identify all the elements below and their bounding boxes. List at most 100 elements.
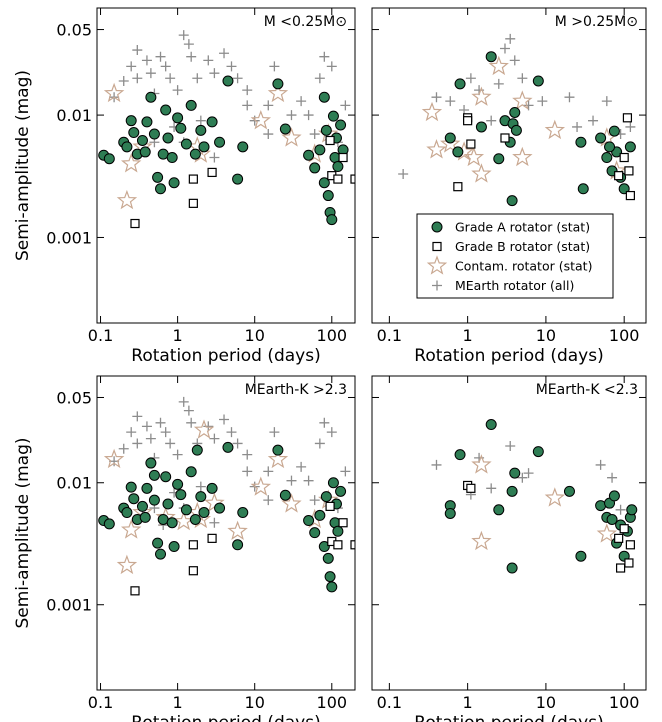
point-mearth xyxy=(203,421,214,432)
plot-frame xyxy=(96,7,356,324)
point-mearth xyxy=(242,85,253,96)
point-grade-b xyxy=(188,174,198,184)
x-tick-label: 100 xyxy=(317,693,348,712)
point-mearth xyxy=(572,121,583,132)
point-grade-b xyxy=(624,558,634,568)
point-mearth xyxy=(595,459,606,470)
point-grade-a xyxy=(145,457,157,469)
point-mearth xyxy=(118,443,129,454)
y-axis-label: Semi-amplitude (mag) xyxy=(13,70,33,261)
point-grade-b xyxy=(466,139,476,149)
point-grade-a xyxy=(175,122,187,134)
panel-annotation: M <0.25M⊙ xyxy=(264,14,347,30)
x-tick-label: 100 xyxy=(317,326,348,345)
point-grade-a xyxy=(563,485,575,497)
plot-frame xyxy=(96,375,356,691)
x-tick-label: 0.1 xyxy=(88,693,113,712)
point-grade-a xyxy=(139,146,151,158)
point-contam xyxy=(596,523,618,543)
point-mearth xyxy=(296,461,307,472)
point-grade-a xyxy=(279,489,291,501)
point-mearth xyxy=(445,96,456,107)
point-grade-a xyxy=(335,119,347,131)
panel: 0.1 1 10 100 Rotation period (days) MEarth-K … xyxy=(371,375,647,722)
point-contam xyxy=(471,530,492,551)
y-tick-label: 0.001 xyxy=(46,596,92,615)
point-grade-a xyxy=(195,124,207,136)
point-grade-a xyxy=(326,581,338,593)
point-grade-b xyxy=(466,483,476,493)
point-grade-b xyxy=(350,174,355,184)
point-contam xyxy=(173,510,194,531)
point-mearth xyxy=(155,51,166,62)
point-grade-a xyxy=(172,112,184,124)
point-contam xyxy=(281,493,302,513)
point-grade-a xyxy=(232,539,244,551)
point-mearth xyxy=(523,100,534,111)
point-mearth xyxy=(465,73,476,84)
legend-label: MEarth rotator (all) xyxy=(455,278,574,293)
point-mearth xyxy=(319,417,330,428)
point-grade-a xyxy=(452,146,464,158)
point-grade-a xyxy=(303,515,315,527)
x-tick-label: 100 xyxy=(609,326,640,345)
point-grade-a xyxy=(125,481,137,493)
point-contam xyxy=(471,163,492,183)
point-grade-a xyxy=(595,132,607,144)
point-grade-a xyxy=(322,190,334,202)
point-grade-b xyxy=(188,198,198,208)
point-contam xyxy=(227,520,248,540)
point-grade-a xyxy=(198,507,210,519)
point-grade-a xyxy=(575,136,587,148)
point-grade-a xyxy=(103,153,115,165)
point-mearth xyxy=(615,504,626,515)
point-grade-a xyxy=(121,507,133,519)
point-grade-a xyxy=(189,513,201,525)
point-grade-a xyxy=(314,144,326,156)
point-grade-a xyxy=(322,552,334,564)
point-mearth xyxy=(269,427,280,438)
point-grade-a xyxy=(327,477,339,489)
y-tick-label: 0.05 xyxy=(56,21,92,40)
point-grade-a xyxy=(532,446,544,458)
point-grade-a xyxy=(185,99,197,111)
point-grade-b xyxy=(622,113,633,123)
point-grade-a xyxy=(166,152,178,164)
point-mearth xyxy=(226,61,237,72)
point-grade-a xyxy=(214,502,226,514)
point-mearth xyxy=(263,495,274,506)
point-mearth xyxy=(319,51,330,62)
point-mearth xyxy=(132,73,143,84)
point-mearth xyxy=(126,61,137,72)
point-mearth xyxy=(209,68,220,79)
point-grade-b xyxy=(188,566,198,576)
point-grade-a xyxy=(168,541,180,553)
point-grade-a xyxy=(485,419,497,431)
point-mearth xyxy=(505,441,516,452)
point-contam xyxy=(250,476,272,496)
point-grade-a xyxy=(604,141,616,153)
point-grade-a xyxy=(532,75,544,87)
x-tick-label: 10 xyxy=(245,693,265,712)
point-mearth xyxy=(160,61,171,72)
legend-frame xyxy=(416,213,614,299)
point-mearth xyxy=(145,68,156,79)
point-grade-a xyxy=(606,513,618,525)
point-mearth xyxy=(309,129,320,140)
point-mearth xyxy=(132,411,143,422)
point-grade-a xyxy=(189,148,201,160)
point-mearth xyxy=(303,475,314,486)
points xyxy=(398,33,636,207)
point-grade-b xyxy=(207,533,217,543)
point-grade-a xyxy=(309,527,321,539)
point-grade-a xyxy=(509,467,521,479)
point-grade-b xyxy=(130,218,140,229)
point-grade-a xyxy=(272,78,284,90)
point-mearth xyxy=(145,433,156,444)
panel: 0.1 1 10 100 0.001 0.01 0.05 Rotation period (d… xyxy=(13,7,356,366)
point-grade-a xyxy=(121,141,133,153)
point-grade-a xyxy=(148,494,160,506)
point-mearth xyxy=(340,100,351,111)
point-mearth xyxy=(505,33,516,44)
y-tick-label: 0.01 xyxy=(56,474,92,493)
